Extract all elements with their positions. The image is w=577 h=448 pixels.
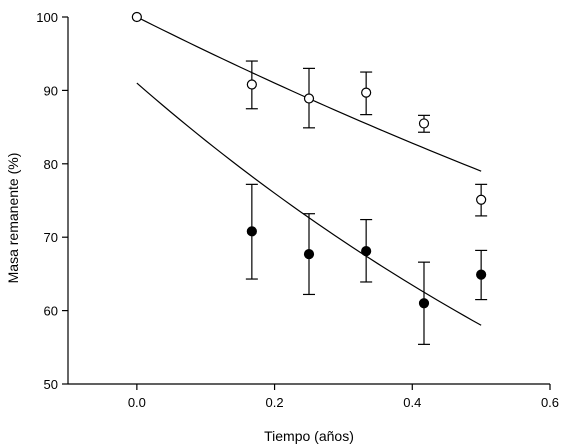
filled-data-point: [361, 246, 372, 257]
filled-data-point: [418, 298, 430, 309]
x-tick-label: 0.6: [541, 395, 559, 410]
x-tick-label: 0.2: [266, 395, 284, 410]
plot-area: 0.0 0.2 0.4 0.6 50 60 70 80 90 100: [36, 10, 559, 410]
filled-data-point: [303, 248, 315, 260]
open-data-point: [361, 87, 372, 98]
filled-data-point: [246, 226, 257, 237]
y-tick-label: 80: [44, 157, 58, 172]
x-axis-label: Tiempo (años): [264, 428, 354, 444]
open-data-point: [418, 118, 430, 129]
filled-data-point: [476, 269, 487, 280]
y-tick-label: 50: [44, 377, 58, 392]
y-axis-label: Masa remanente (%): [5, 153, 21, 284]
y-tick-label: 100: [36, 10, 58, 25]
open-data-point: [131, 11, 142, 23]
y-tick-label: 60: [44, 304, 58, 319]
open-data-point: [476, 194, 487, 205]
x-tick-label: 0.4: [403, 395, 421, 410]
open-data-point: [246, 79, 257, 90]
open-data-point: [303, 93, 315, 104]
y-tick-label: 70: [44, 230, 58, 245]
x-tick-label: 0.0: [128, 395, 146, 410]
y-tick-label: 90: [44, 83, 58, 98]
